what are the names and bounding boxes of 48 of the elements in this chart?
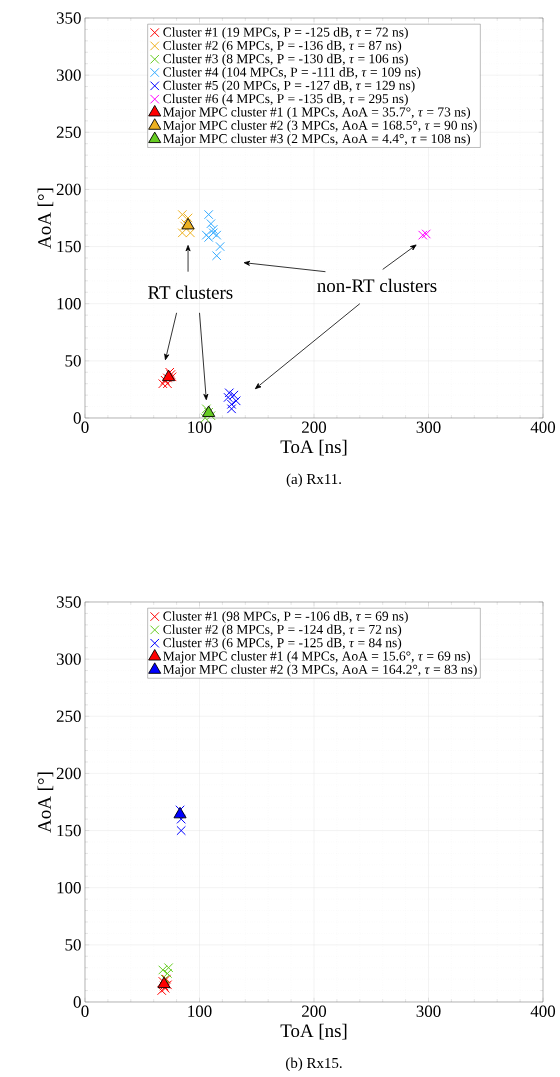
legend-label: Cluster #6 (4 MPCs, P = -135 dB, τ = 295 ns) bbox=[163, 93, 408, 106]
x-tick-label: 200 bbox=[302, 421, 327, 433]
y-tick-label: 300 bbox=[56, 653, 81, 665]
legend-label: Major MPC cluster #2 (3 MPCs, AoA = 168.5°, τ = 90 ns) bbox=[163, 120, 477, 133]
x-tick-label: 400 bbox=[530, 1005, 556, 1017]
y-tick-label: 250 bbox=[56, 126, 81, 138]
y-axis-title: AoA [°] bbox=[37, 188, 54, 249]
y-tick-label: 350 bbox=[56, 596, 81, 608]
x-axis-title: ToA [ns] bbox=[280, 1023, 347, 1040]
x-tick-label: 100 bbox=[188, 421, 212, 433]
y-tick-label: 300 bbox=[56, 69, 81, 81]
x-tick-label: 100 bbox=[188, 1005, 212, 1017]
legend-label: Cluster #2 (6 MPCs, P = -136 dB, τ = 87 ns) bbox=[163, 40, 402, 53]
y-tick-label: 50 bbox=[65, 355, 81, 367]
y-tick-label: 200 bbox=[56, 767, 81, 780]
y-tick-label: 350 bbox=[56, 12, 81, 24]
legend-label: Major MPC cluster #1 (1 MPCs, AoA = 35.7°, τ = 73 ns) bbox=[163, 107, 471, 120]
legend-label: Cluster #1 (98 MPCs, P = -106 dB, τ = 69 ns) bbox=[163, 611, 408, 624]
y-tick-label: 150 bbox=[57, 240, 81, 253]
legend-label: Major MPC cluster #1 (4 MPCs, AoA = 15.6°, τ = 69 ns) bbox=[163, 651, 471, 664]
legend-label: Cluster #2 (8 MPCs, P = -124 dB, τ = 72 ns) bbox=[163, 624, 402, 637]
annotation: RT clusters bbox=[148, 285, 233, 299]
y-tick-label: 150 bbox=[57, 824, 81, 837]
y-tick-label: 50 bbox=[65, 939, 81, 951]
x-tick-label: 0 bbox=[81, 421, 89, 433]
y-axis-title: AoA [°] bbox=[37, 772, 54, 833]
y-tick-label: 100 bbox=[57, 297, 81, 310]
y-tick-label: 250 bbox=[56, 710, 81, 722]
legend-label: Cluster #1 (19 MPCs, P = -125 dB, τ = 72 ns) bbox=[163, 27, 408, 40]
text: (a) Rx11. bbox=[286, 473, 341, 488]
annotation: non-RT clusters bbox=[317, 278, 437, 293]
y-tick-label: 100 bbox=[57, 881, 81, 894]
legend-label: Cluster #5 (20 MPCs, P = -127 dB, τ = 129 ns) bbox=[163, 80, 415, 93]
x-tick-label: 0 bbox=[81, 1005, 89, 1017]
x-tick-label: 400 bbox=[530, 421, 556, 433]
y-tick-label: 0 bbox=[73, 996, 81, 1008]
text: (b) Rx15. bbox=[286, 1057, 342, 1072]
legend-label: Cluster #4 (104 MPCs, P = -111 dB, τ = 109 ns) bbox=[163, 67, 421, 80]
y-tick-label: 200 bbox=[56, 183, 81, 196]
legend-label: Major MPC cluster #3 (2 MPCs, AoA = 4.4°, τ = 108 ns) bbox=[163, 133, 471, 146]
x-axis-title: ToA [ns] bbox=[280, 439, 347, 456]
x-tick-label: 300 bbox=[416, 1005, 441, 1017]
legend-label: Major MPC cluster #2 (3 MPCs, AoA = 164.2°, τ = 83 ns) bbox=[163, 664, 477, 677]
y-tick-label: 0 bbox=[73, 412, 81, 424]
x-tick-label: 200 bbox=[302, 1005, 327, 1017]
legend-label: Cluster #3 (6 MPCs, P = -125 dB, τ = 84 ns) bbox=[163, 637, 402, 650]
x-tick-label: 300 bbox=[416, 421, 441, 433]
legend-label: Cluster #3 (8 MPCs, P = -130 dB, τ = 106 ns) bbox=[163, 53, 408, 66]
